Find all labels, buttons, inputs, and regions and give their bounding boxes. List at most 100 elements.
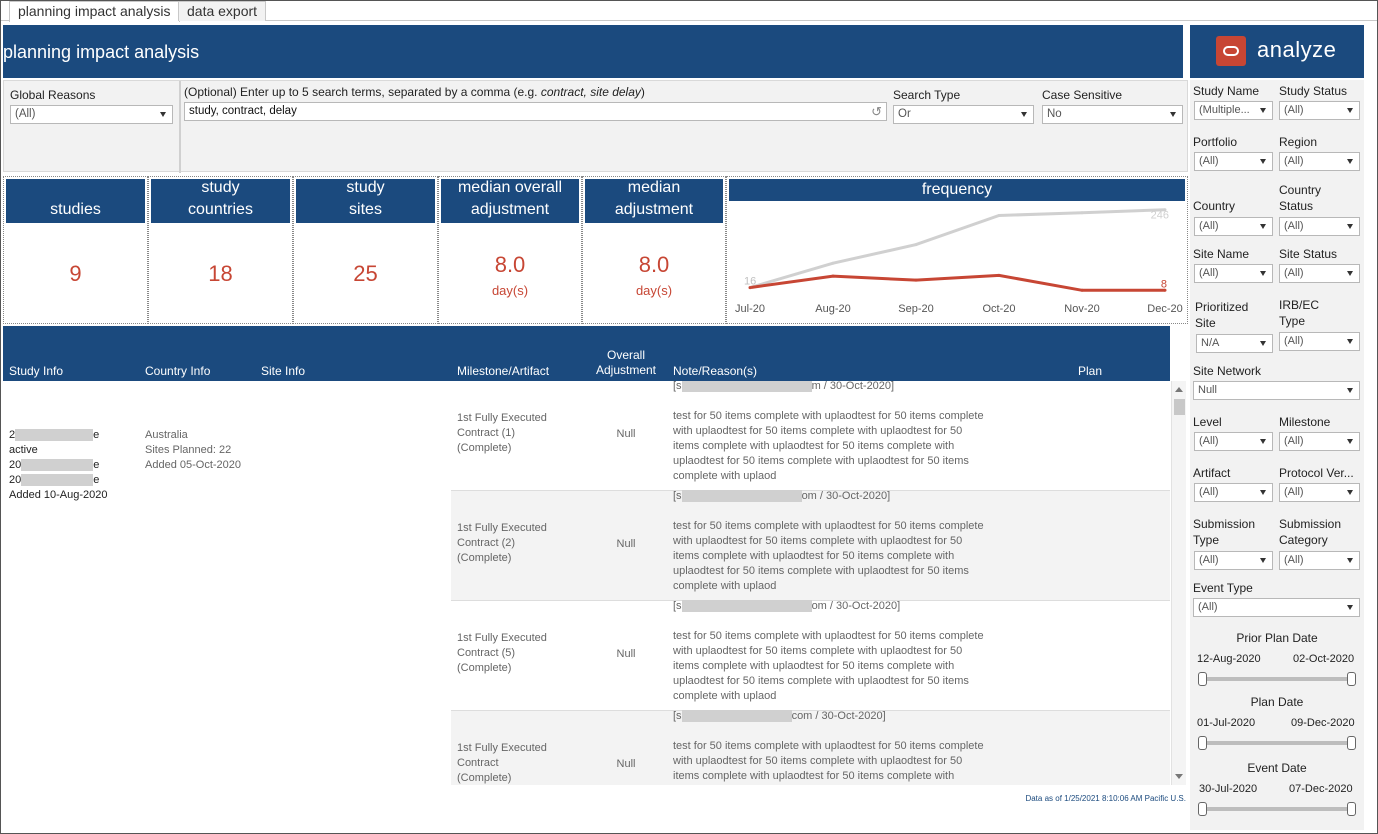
event-date-end: 07-Dec-2020 <box>1289 783 1353 795</box>
scroll-up-icon[interactable] <box>1175 387 1183 392</box>
chevron-down-icon <box>1347 490 1353 495</box>
study-status-label: Study Status <box>1279 84 1348 98</box>
col-milestone[interactable]: Milestone/Artifact <box>457 364 550 378</box>
prior-plan-date-end: 02-Oct-2020 <box>1293 653 1355 665</box>
x-tick-label: Jul-20 <box>735 303 765 315</box>
col-study-info[interactable]: Study Info <box>9 364 64 378</box>
x-tick-label: Nov-20 <box>1064 303 1099 315</box>
frequency-title: frequency <box>729 179 1185 201</box>
country-status-label: Country Status <box>1279 183 1322 213</box>
slider-handle-start[interactable] <box>1198 802 1207 816</box>
study-status-dropdown[interactable]: (All) <box>1279 101 1360 120</box>
table-header: Study Info Country Info Site Info Milest… <box>3 326 1170 381</box>
kpi-sites-value: 25 <box>353 261 378 286</box>
table-row[interactable]: 1st Fully Executed Contract (1) (Complete) <box>457 412 547 454</box>
data-point <box>997 213 1001 217</box>
artifact-dropdown[interactable]: (All) <box>1194 483 1273 502</box>
chevron-down-icon <box>1347 558 1353 563</box>
plan-date-end: 09-Dec-2020 <box>1291 717 1355 729</box>
country-dropdown[interactable]: (All) <box>1194 217 1273 236</box>
table-row[interactable]: 1st Fully Executed Contract (5) (Complete) <box>457 632 547 674</box>
submission-category-dropdown[interactable]: (All) <box>1279 551 1360 570</box>
slider-handle-start[interactable] <box>1198 672 1207 686</box>
country-status-dropdown[interactable]: (All) <box>1279 217 1360 236</box>
prioritized-site-dropdown[interactable]: N/A <box>1196 334 1273 353</box>
tab-planning-impact-analysis[interactable]: planning impact analysis <box>9 1 180 22</box>
chevron-down-icon <box>1170 112 1176 117</box>
site-status-dropdown[interactable]: (All) <box>1279 264 1360 283</box>
event-type-dropdown[interactable]: (All) <box>1193 598 1360 617</box>
level-dropdown[interactable]: (All) <box>1194 432 1273 451</box>
series-line-gray <box>749 208 1166 290</box>
event-type-label: Event Type <box>1193 581 1253 595</box>
col-country-info[interactable]: Country Info <box>145 364 211 378</box>
note-cell: [s m / 30-Oct-2020] test for 50 items com… <box>673 381 984 482</box>
milestone-dropdown[interactable]: (All) <box>1279 432 1360 451</box>
slider-handle-end[interactable] <box>1347 672 1356 686</box>
chevron-down-icon <box>1021 112 1027 117</box>
data-point <box>831 261 835 265</box>
event-date-slider[interactable] <box>1198 802 1356 816</box>
chevron-down-icon <box>1347 388 1353 393</box>
kpi-median-overall-adjustment: median overall adjustment 8.0 day(s) <box>438 176 582 324</box>
data-point <box>1163 208 1167 212</box>
kpi-median-adjustment: median adjustment 8.0 day(s) <box>582 176 726 324</box>
tab-data-export[interactable]: data export <box>178 1 267 21</box>
slider-handle-end[interactable] <box>1347 736 1356 750</box>
case-sensitive-dropdown[interactable]: No <box>1042 105 1183 124</box>
adjustment-value: Null <box>616 538 636 550</box>
event-date-label: Event Date <box>1247 761 1307 775</box>
chevron-down-icon <box>1260 159 1266 164</box>
chevron-down-icon <box>1260 271 1266 276</box>
note-cell: [s com / 30-Oct-2020] test for 50 items c… <box>673 710 984 782</box>
data-point <box>914 278 918 282</box>
search-type-label: Search Type <box>893 88 961 102</box>
col-overall-adjustment[interactable]: Overall Adjustment <box>595 348 657 377</box>
global-reasons-label: Global Reasons <box>10 88 96 102</box>
site-name-dropdown[interactable]: (All) <box>1194 264 1273 283</box>
submission-type-dropdown[interactable]: (All) <box>1194 551 1273 570</box>
site-network-dropdown[interactable]: Null <box>1193 381 1360 400</box>
slider-handle-end[interactable] <box>1347 802 1356 816</box>
table-row[interactable]: 1st Fully Executed Contract (Complete) <box>457 742 547 784</box>
table-row[interactable]: 1st Fully Executed Contract (2) (Complete) <box>457 522 547 564</box>
submission-category-label: Submission Category <box>1279 517 1342 547</box>
logo-box: analyze <box>1190 25 1364 78</box>
artifact-label: Artifact <box>1193 466 1231 480</box>
prior-plan-date-start: 12-Aug-2020 <box>1197 653 1261 665</box>
col-note-reasons[interactable]: Note/Reason(s) <box>673 364 758 378</box>
case-sensitive-label: Case Sensitive <box>1042 88 1123 102</box>
portfolio-dropdown[interactable]: (All) <box>1194 152 1273 171</box>
protocol-version-dropdown[interactable]: (All) <box>1279 483 1360 502</box>
study-name-dropdown[interactable]: (Multiple... <box>1194 101 1273 120</box>
plan-date-slider[interactable] <box>1198 736 1356 750</box>
x-tick-label: Oct-20 <box>982 303 1015 315</box>
table-scrollbar[interactable] <box>1171 381 1186 785</box>
prior-plan-date-slider[interactable] <box>1198 672 1356 686</box>
slider-handle-start[interactable] <box>1198 736 1207 750</box>
search-type-dropdown[interactable]: Or <box>893 105 1034 124</box>
site-status-label: Site Status <box>1279 247 1338 261</box>
search-input[interactable]: study, contract, delay ↺ <box>184 102 887 121</box>
row-background <box>451 711 1170 785</box>
irb-type-dropdown[interactable]: (All) <box>1279 332 1360 351</box>
site-network-label: Site Network <box>1193 364 1262 378</box>
kpi-sites-label: study sites <box>296 179 435 223</box>
kpi-median-adj-value: 8.0 <box>638 252 670 277</box>
search-value: study, contract, delay <box>189 105 297 117</box>
region-dropdown[interactable]: (All) <box>1279 152 1360 171</box>
redacted-text <box>15 429 94 442</box>
col-site-info[interactable]: Site Info <box>261 364 306 378</box>
search-help-text: (Optional) Enter up to 5 search terms, s… <box>184 85 645 99</box>
label-start: 16 <box>744 276 756 288</box>
global-reasons-dropdown[interactable]: (All) <box>10 105 173 124</box>
refresh-icon[interactable]: ↺ <box>871 104 882 119</box>
kpi-median-overall-unit: day(s) <box>491 283 529 298</box>
scroll-thumb[interactable] <box>1174 399 1185 415</box>
submission-type-label: Submission Type <box>1193 517 1256 547</box>
note-cell: [s om / 30-Oct-2020] test for 50 items co… <box>673 490 984 592</box>
col-plan[interactable]: Plan <box>1078 364 1103 378</box>
kpi-median-adj-unit: day(s) <box>635 283 673 298</box>
scroll-down-icon[interactable] <box>1175 774 1183 779</box>
